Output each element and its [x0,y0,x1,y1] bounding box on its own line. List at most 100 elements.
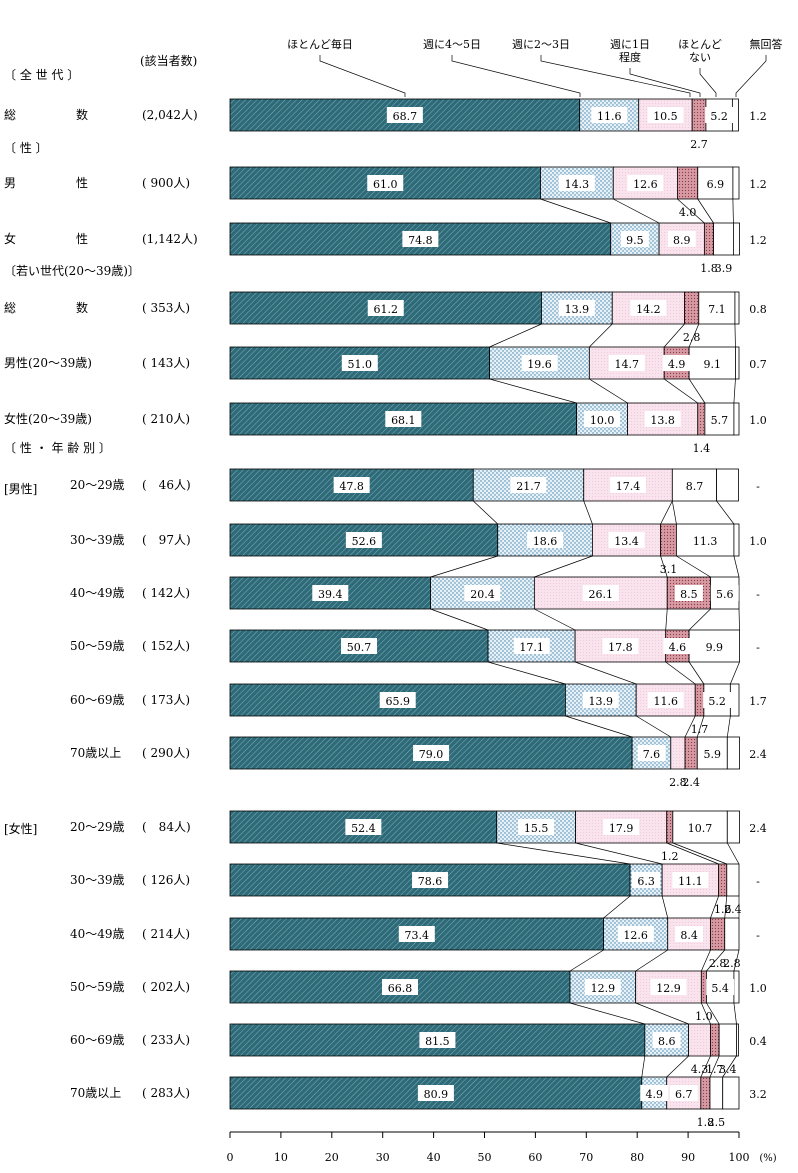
connector-line [603,895,631,919]
no-answer-label: 3.2 [749,1088,767,1101]
value-label-bg [558,175,595,191]
row-sample-size: ( 97人) [142,533,191,547]
bar-segment [734,291,740,325]
value-label-bg [402,231,439,247]
connector-line [660,500,673,525]
value-label: 6.7 [675,1088,693,1101]
no-answer-label: 1.7 [749,695,767,708]
connector-line [733,555,740,578]
legend-leaders [319,55,767,97]
value-label-bg [417,1085,454,1101]
value-label: 8.9 [673,234,691,247]
bar-row: 61.2 13.9 14.2 2.8 7.1 0.8 [229,291,767,344]
legend-item: 週に2～3日 [501,38,581,51]
value-label-bg [669,1085,698,1101]
value-label-bg [510,477,547,493]
x-tick-label: 100 [729,1151,750,1164]
value-label-below: 2.8 [723,957,741,970]
no-answer-label: - [756,480,760,493]
connector-line [575,842,663,865]
value-label: 9.1 [704,358,722,371]
value-label-bg [652,1032,681,1048]
value-label: 12.6 [633,178,658,191]
value-label-bg [630,300,667,316]
row-sample-size: ( 202人) [142,980,191,994]
section-label: 〔若い世代(20～39歳)〕 [4,264,140,278]
connector-line [738,608,740,631]
value-label: 65.9 [385,695,410,708]
value-label-below: 2.8 [709,957,727,970]
bar-row: 78.6 6.3 11.1 1.62.4 - [229,863,760,916]
value-label-bg [662,355,691,371]
value-label-bg [584,411,621,427]
legend-item: 週に1日 程度 [590,38,670,64]
value-label-bg [341,638,378,654]
x-tick-label: 0 [227,1151,234,1164]
x-tick-label: 30 [376,1151,390,1164]
row-label: 20～29歳 [70,820,125,834]
value-label-below: 3.1 [660,563,678,576]
connector-line [684,715,696,738]
value-label: 6.3 [637,875,655,888]
value-label: 7.6 [643,748,661,761]
value-label: 52.4 [351,822,376,835]
value-label-below: 2.4 [724,903,742,916]
connector-line [540,198,611,224]
value-label-bg [610,477,647,493]
connector-line [697,198,714,224]
value-label-bg [386,107,423,123]
value-label: 21.7 [516,480,541,493]
value-label-bg [521,355,558,371]
value-label: 61.2 [374,303,399,316]
legend-leader [629,68,701,97]
bar-segment [670,736,686,770]
no-answer-label: 2.4 [749,748,767,761]
connector-line [722,1055,737,1078]
value-label-bg [650,979,687,995]
row-sample-size: (2,042人) [142,108,198,122]
value-label: 10.5 [653,110,678,123]
row-label: 男 性 [4,176,89,190]
no-answer-label: 0.4 [749,1035,767,1048]
value-label: 17.9 [609,822,634,835]
bar-segment [660,523,677,557]
bar-row: 50.7 17.1 17.8 4.6 9.9 - [229,629,760,663]
connector-line [589,378,628,404]
value-label: 78.6 [418,875,443,888]
connector-line [534,555,593,578]
connector-line [574,661,637,685]
value-label-bg [703,692,732,708]
value-label: 18.6 [533,535,558,548]
value-label: 80.9 [424,1088,449,1101]
value-label: 47.8 [339,480,364,493]
no-answer-label: 1.2 [749,234,767,247]
value-label: 50.7 [347,641,372,654]
value-label: 14.7 [615,358,640,371]
value-label-bg [647,692,684,708]
connector-line [666,1055,689,1078]
bar-segment [703,222,714,256]
row-sample-size: ( 290人) [142,746,191,760]
row-sample-size: (1,142人) [142,232,198,246]
connector-line [583,500,593,525]
value-label-below: 2.4 [682,776,700,789]
row-sample-size: ( 152人) [142,639,191,653]
connector-line [733,378,736,404]
value-label-below: 2.8 [683,331,701,344]
connector-line [589,323,613,348]
bar-segment [718,1023,737,1057]
x-tick-label: 10 [274,1151,288,1164]
connector-line [665,608,668,631]
value-label: 8.7 [686,480,704,493]
connector-line [724,895,728,919]
value-label-bg [367,175,404,191]
connector-line [726,715,731,738]
connector-line [700,1055,711,1078]
row-label: 60～69歳 [70,693,125,707]
value-label-bg [706,979,735,995]
value-label-bg [527,532,564,548]
section-label: 〔 性 〕 [4,141,48,155]
value-label: 81.5 [425,1035,450,1048]
bar-segment [718,863,728,897]
value-label-below: 1.6 [714,903,732,916]
